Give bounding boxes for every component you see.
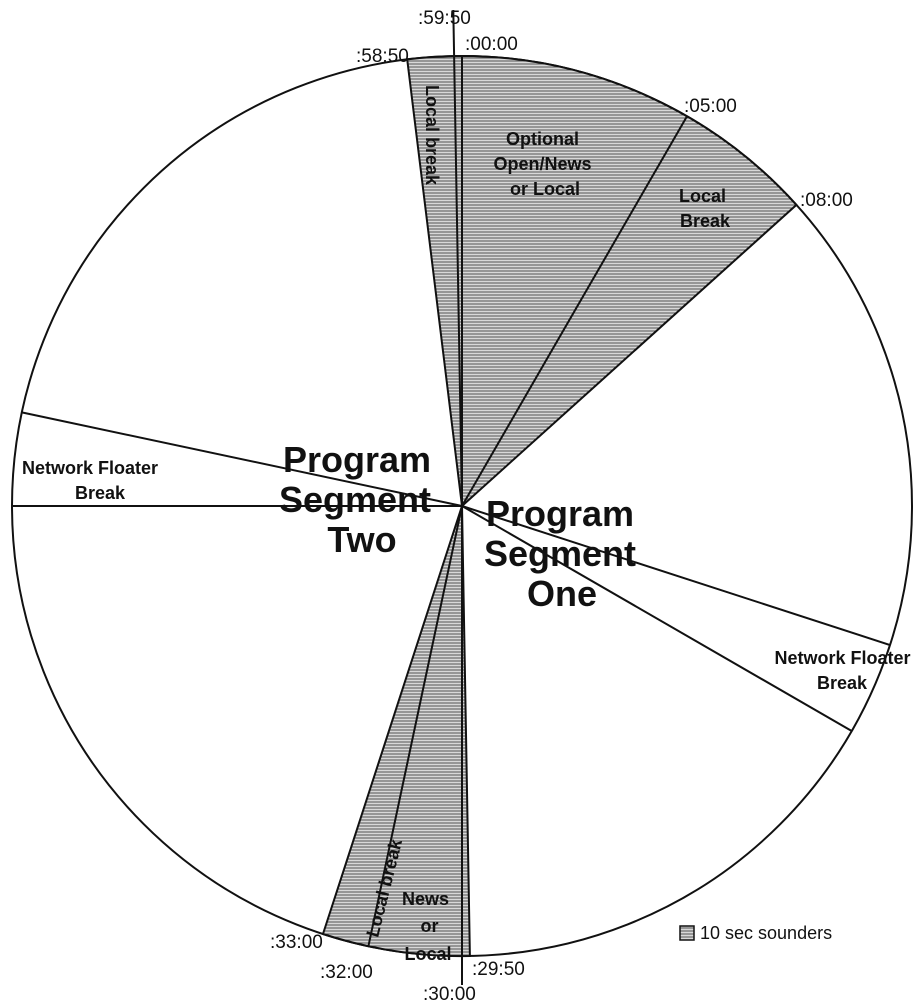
segment-label: Network Floater Break (22, 458, 163, 503)
text-line: Break (75, 483, 126, 503)
segment-label: Local Break (679, 186, 731, 231)
radii (12, 9, 891, 985)
text-line: Segment (279, 479, 431, 520)
text-line: Optional (506, 129, 579, 149)
segment-title: Program Segment One (484, 493, 646, 614)
time-label: :59:50 (418, 8, 471, 29)
text-line: News (402, 889, 449, 909)
text-line: Break (680, 211, 731, 231)
text-line: Program (486, 493, 634, 534)
shaded-open (461, 54, 798, 509)
time-label: :58:50 (356, 46, 409, 67)
radius (461, 505, 853, 732)
time-label: :30:00 (423, 984, 476, 1005)
segment-title: Program Segment Two (279, 439, 441, 560)
segment-label: Local break (422, 85, 442, 186)
text-line: Break (817, 673, 868, 693)
legend-swatch (679, 925, 695, 941)
radius (452, 9, 463, 507)
time-label: :00:00 (465, 34, 518, 55)
radius (461, 505, 891, 646)
segment-label: News or Local (402, 889, 454, 964)
time-label: :05:00 (684, 96, 737, 117)
text-line: Program (283, 439, 431, 480)
time-label: :29:50 (472, 959, 525, 980)
legend-label: 10 sec sounders (700, 923, 832, 943)
segment-label: Optional Open/News or Local (493, 129, 596, 199)
shaded-news-local (321, 505, 471, 958)
text-line: Open/News (493, 154, 591, 174)
text-line: Two (327, 519, 396, 560)
radius (367, 505, 463, 947)
segment-label: Network Floater Break (774, 648, 915, 693)
text-line: or Local (510, 179, 580, 199)
text-line: Network Floater (22, 458, 158, 478)
radius (21, 411, 463, 507)
shaded-local-break (406, 54, 463, 507)
time-label: :33:00 (270, 932, 323, 953)
time-label: :32:00 (320, 962, 373, 983)
text-line: Network Floater (774, 648, 910, 668)
text-line: Local (404, 944, 451, 964)
radius (461, 115, 688, 507)
text-line: or (420, 916, 438, 936)
time-label: :08:00 (800, 190, 853, 211)
text-line: One (527, 573, 597, 614)
text-line: Local (679, 186, 726, 206)
text-line: Segment (484, 533, 636, 574)
